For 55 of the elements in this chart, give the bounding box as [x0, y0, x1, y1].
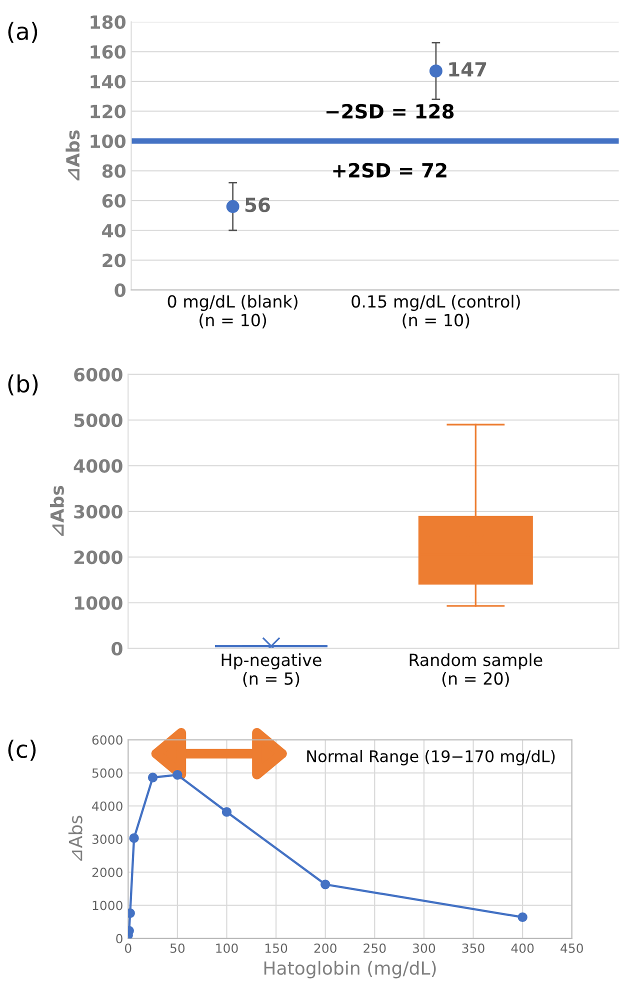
point: [320, 880, 330, 890]
y-tick-label: 3000: [92, 834, 122, 844]
x-tick-label: 200: [314, 943, 336, 953]
y-tick-label: 2000: [74, 550, 122, 564]
chart-title: (a): [8, 22, 38, 43]
y-axis-title: ⊿Abs: [66, 130, 80, 180]
y-tick-label: 1000: [75, 596, 122, 610]
x-tick-label: 350: [462, 943, 484, 953]
x-axis-title: Hatoglobin (mg/dL): [264, 960, 436, 978]
point: [172, 770, 182, 780]
x-tick-label: 0 mg/dL (blank) (n = 10): [168, 294, 298, 328]
point: [129, 833, 139, 843]
y-tick-label: 6000: [92, 735, 122, 745]
y-tick-label: 4000: [74, 459, 122, 473]
y-tick-label: 5000: [74, 414, 122, 428]
data-label: 147: [449, 62, 486, 76]
y-tick-label: 3000: [74, 504, 122, 519]
x-tick-label: 300: [412, 943, 436, 953]
annotation: +2SD = 72: [333, 162, 446, 178]
chart-title: (c): [8, 740, 36, 761]
y-tick-label: 120: [90, 104, 126, 118]
x-tick-label: 250: [364, 943, 386, 953]
x-tick-label: 0.15 mg/dL (control) (n = 10): [352, 294, 520, 328]
data-label: 56: [245, 197, 270, 212]
x-tick-label: 50: [170, 943, 185, 953]
y-tick-label: 0: [112, 642, 122, 656]
annotation: Normal Range (19−170 mg/dL): [307, 750, 555, 766]
annotation: −2SD = 128: [326, 104, 454, 119]
y-tick-label: 60: [102, 194, 126, 208]
y-tick-label: 1000: [92, 900, 122, 910]
chart-title: (b): [8, 374, 38, 396]
y-axis-title: ⊿Abs: [50, 486, 64, 536]
x-tick-label: 400: [511, 943, 534, 953]
y-tick-label: 40: [102, 224, 126, 238]
y-tick-label: 20: [102, 254, 126, 268]
y-tick-label: 180: [90, 15, 126, 29]
x-tick-label: Random sample (n = 20): [410, 653, 542, 687]
point: [518, 912, 528, 922]
x-tick-label: 450: [560, 943, 583, 953]
y-tick-label: 6000: [74, 368, 122, 382]
y-tick-label: 160: [90, 45, 126, 59]
y-tick-label: 4000: [92, 801, 122, 811]
y-tick-label: 0: [116, 934, 122, 944]
point: [222, 807, 232, 817]
y-tick-label: 0: [114, 283, 126, 298]
y-axis-title: ⊿Abs: [68, 816, 82, 861]
y-tick-label: 80: [102, 164, 126, 178]
y-tick-label: 2000: [92, 868, 122, 878]
y-tick-label: 100: [90, 134, 126, 148]
point: [148, 772, 158, 782]
y-tick-label: 5000: [92, 768, 122, 778]
x-tick-label: Hp-negative (n = 5): [222, 653, 322, 687]
y-tick-label: 140: [90, 74, 126, 89]
x-tick-label: 150: [265, 943, 288, 953]
x-tick-label: 100: [216, 943, 238, 953]
